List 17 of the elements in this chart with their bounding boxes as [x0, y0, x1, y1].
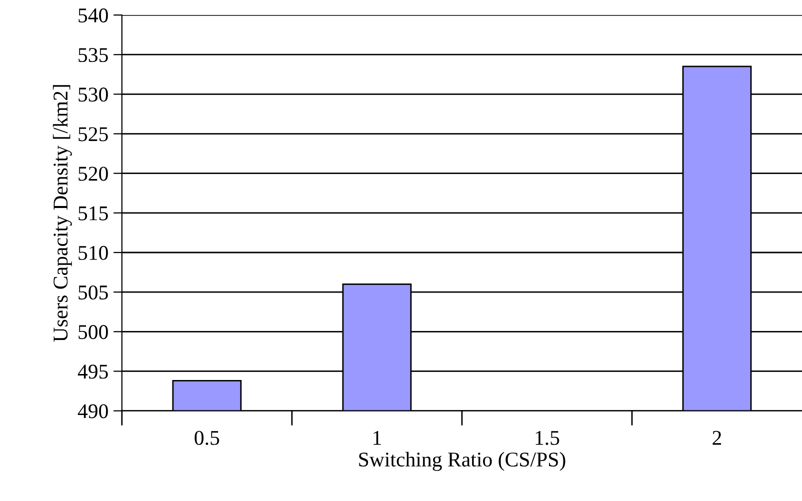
y-tick-label: 520 — [78, 166, 108, 181]
x-tick-label: 1.5 — [536, 430, 560, 446]
y-tick-label: 535 — [78, 48, 108, 62]
x-tick-label: 1 — [374, 430, 381, 445]
y-tick-label: 505 — [78, 285, 108, 300]
y-axis-title: Users Capacity Density [/km2] — [52, 85, 72, 342]
x-tick-label: 2 — [712, 430, 722, 445]
y-tick-label: 525 — [78, 127, 108, 142]
y-tick-label: 540 — [78, 8, 108, 22]
y-tick-label: 515 — [78, 206, 108, 220]
x-axis-title: Switching Ratio (CS/PS) — [359, 452, 566, 471]
x-tick-label: 0.5 — [194, 430, 220, 446]
y-tick-label: 490 — [78, 404, 108, 418]
y-tick-label: 530 — [78, 88, 108, 102]
y-tick-label: 495 — [78, 364, 108, 379]
y-tick-label: 500 — [78, 325, 108, 340]
y-tick-label: 510 — [78, 246, 108, 260]
